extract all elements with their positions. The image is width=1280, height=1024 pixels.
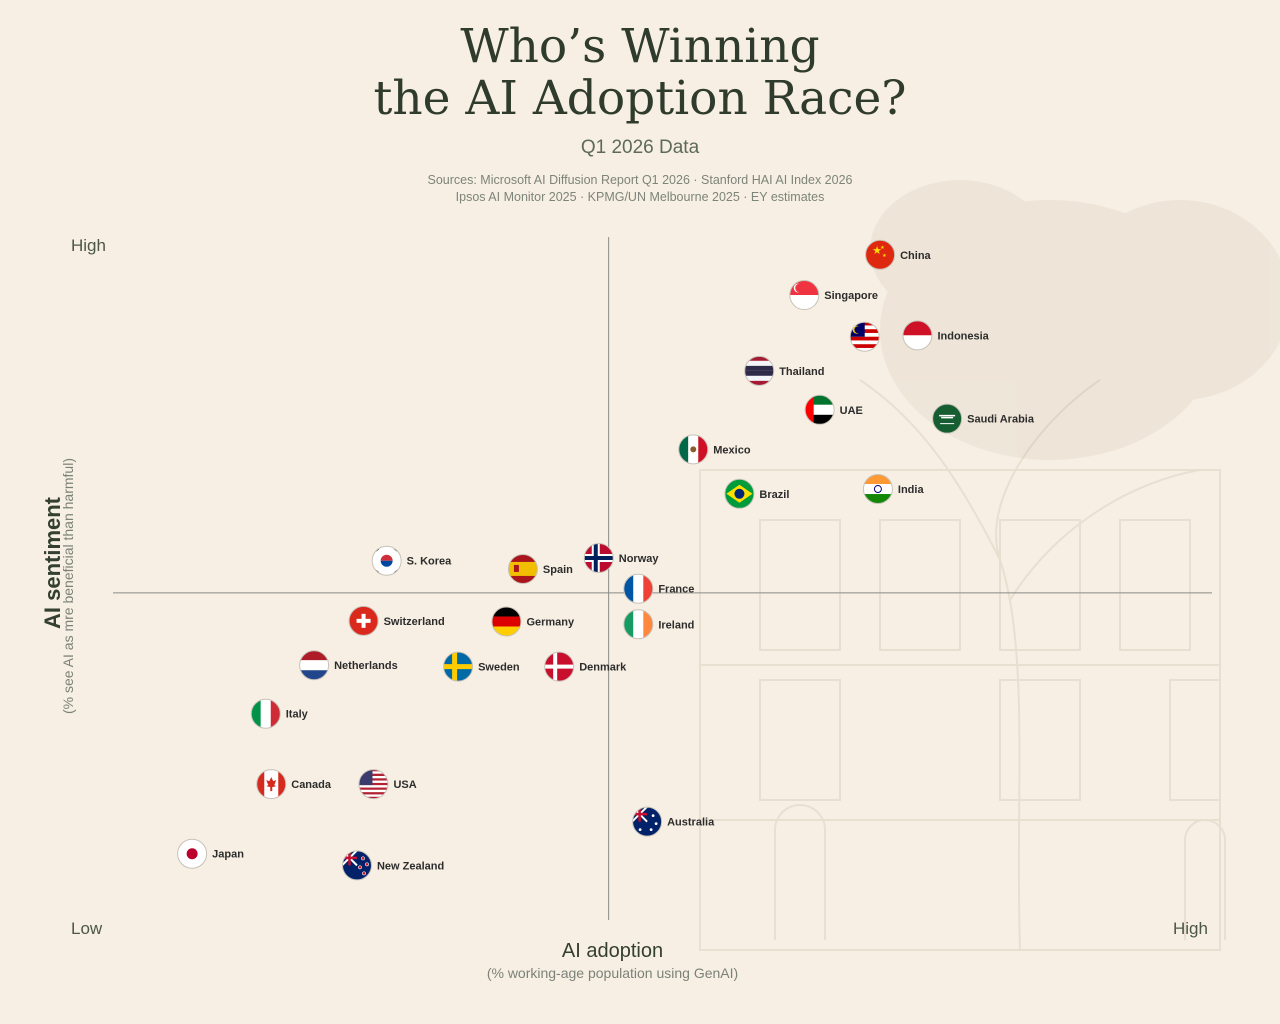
x-axis-subtitle: (% working-age population using GenAI) (486, 965, 739, 981)
svg-text:★: ★ (882, 253, 887, 259)
data-point-ireland: Ireland (623, 609, 694, 640)
point-label-china: China (900, 250, 931, 262)
data-point-mexico: Mexico (678, 434, 751, 465)
data-point-usa: USA (358, 769, 417, 800)
point-label-switzerland: Switzerland (384, 616, 445, 628)
data-point-india: India (862, 474, 925, 505)
quadrant-lines (113, 237, 1212, 920)
point-label-spain: Spain (543, 564, 573, 576)
data-point-unlabeled (849, 321, 880, 352)
data-point-switzerland: Switzerland (348, 605, 445, 636)
australia-flag-icon (632, 806, 663, 837)
thailand-flag-icon (744, 355, 775, 386)
uae-flag-icon (804, 394, 835, 425)
point-label-usa: USA (393, 779, 416, 791)
data-point-australia: Australia (632, 806, 715, 837)
singapore-flag-icon (789, 280, 820, 311)
mexico-flag-icon (678, 434, 709, 465)
x-axis-low-label: Low (71, 919, 103, 938)
data-point-brazil: Brazil (724, 478, 789, 509)
point-label-mexico: Mexico (713, 444, 751, 456)
point-label-new-zealand: New Zealand (377, 860, 444, 872)
saudi-arabia-flag-icon (932, 403, 963, 434)
point-label-indonesia: Indonesia (937, 330, 989, 342)
germany-flag-icon (491, 606, 522, 637)
svg-text:★: ★ (872, 245, 882, 257)
data-point-thailand: Thailand (744, 355, 824, 386)
japan-flag-icon (177, 838, 208, 869)
point-label-s-korea: S. Korea (407, 556, 453, 568)
data-point-spain: Spain (507, 553, 573, 584)
point-label-australia: Australia (667, 817, 715, 829)
point-label-norway: Norway (619, 553, 660, 565)
point-label-italy: Italy (286, 709, 309, 721)
chart-title-line-2: the AI Adoption Race? (373, 71, 907, 126)
data-point-new-zealand: New Zealand (341, 850, 444, 881)
point-label-ireland: Ireland (658, 619, 694, 631)
point-label-japan: Japan (212, 849, 244, 861)
canada-flag-icon (256, 769, 287, 800)
data-point-denmark: Denmark (544, 651, 627, 682)
data-point-sweden: Sweden (443, 651, 520, 682)
data-point-indonesia: Indonesia (902, 320, 990, 351)
y-axis-high-label: High (71, 236, 106, 255)
svg-text:★: ★ (880, 245, 885, 251)
italy-flag-icon (250, 698, 281, 729)
data-point-italy: Italy (250, 698, 309, 729)
data-point-canada: Canada (256, 769, 332, 800)
sources-line-1: Sources: Microsoft AI Diffusion Report Q… (427, 173, 853, 187)
south-korea-flag-icon (371, 545, 402, 576)
data-point-uae: UAE (804, 394, 863, 425)
brazil-flag-icon (724, 478, 755, 509)
china-flag-icon: ★★★ (865, 239, 896, 270)
chart-title-line-1: Who’s Winning (460, 19, 820, 74)
sources-line-2: Ipsos AI Monitor 2025 · KPMG/UN Melbourn… (455, 190, 825, 204)
point-label-singapore: Singapore (824, 290, 878, 302)
data-point-china: ★★★ China (865, 239, 932, 270)
x-axis-title: AI adoption (561, 940, 664, 962)
spain-flag-icon (507, 553, 538, 584)
point-label-germany: Germany (526, 617, 575, 629)
point-label-denmark: Denmark (579, 662, 627, 674)
point-label-thailand: Thailand (779, 366, 824, 378)
data-point-singapore: Singapore (789, 280, 878, 311)
india-flag-icon (862, 474, 893, 505)
france-flag-icon (623, 573, 654, 604)
data-point-france: France (623, 573, 694, 604)
point-label-brazil: Brazil (759, 489, 789, 501)
sweden-flag-icon (443, 651, 474, 682)
data-point-s-korea: S. Korea (371, 545, 453, 576)
switzerland-flag-icon (348, 605, 379, 636)
point-label-uae: UAE (840, 405, 863, 417)
netherlands-flag-icon (299, 650, 330, 681)
data-point-saudi-arabia: Saudi Arabia (932, 403, 1035, 434)
point-label-sweden: Sweden (478, 662, 520, 674)
ireland-flag-icon (623, 609, 654, 640)
usa-flag-icon (358, 769, 389, 800)
new-zealand-flag-icon (341, 850, 372, 881)
indonesia-flag-icon (902, 320, 933, 351)
point-label-france: France (658, 584, 694, 596)
point-label-saudi-arabia: Saudi Arabia (967, 414, 1035, 426)
point-label-canada: Canada (291, 779, 332, 791)
data-point-netherlands: Netherlands (299, 650, 398, 681)
point-label-netherlands: Netherlands (334, 660, 398, 672)
data-points: ★★★ ChinaSingaporeIndonesiaThailandUAESau… (177, 239, 1035, 881)
x-axis-high-label: High (1173, 919, 1208, 938)
norway-flag-icon (583, 543, 614, 574)
chart-subtitle: Q1 2026 Data (580, 137, 700, 158)
malaysia-flag-icon (849, 321, 880, 352)
denmark-flag-icon (544, 651, 575, 682)
data-point-germany: Germany (491, 606, 575, 637)
data-point-japan: Japan (177, 838, 244, 869)
point-label-india: India (898, 484, 925, 496)
data-point-norway: Norway (583, 543, 660, 574)
